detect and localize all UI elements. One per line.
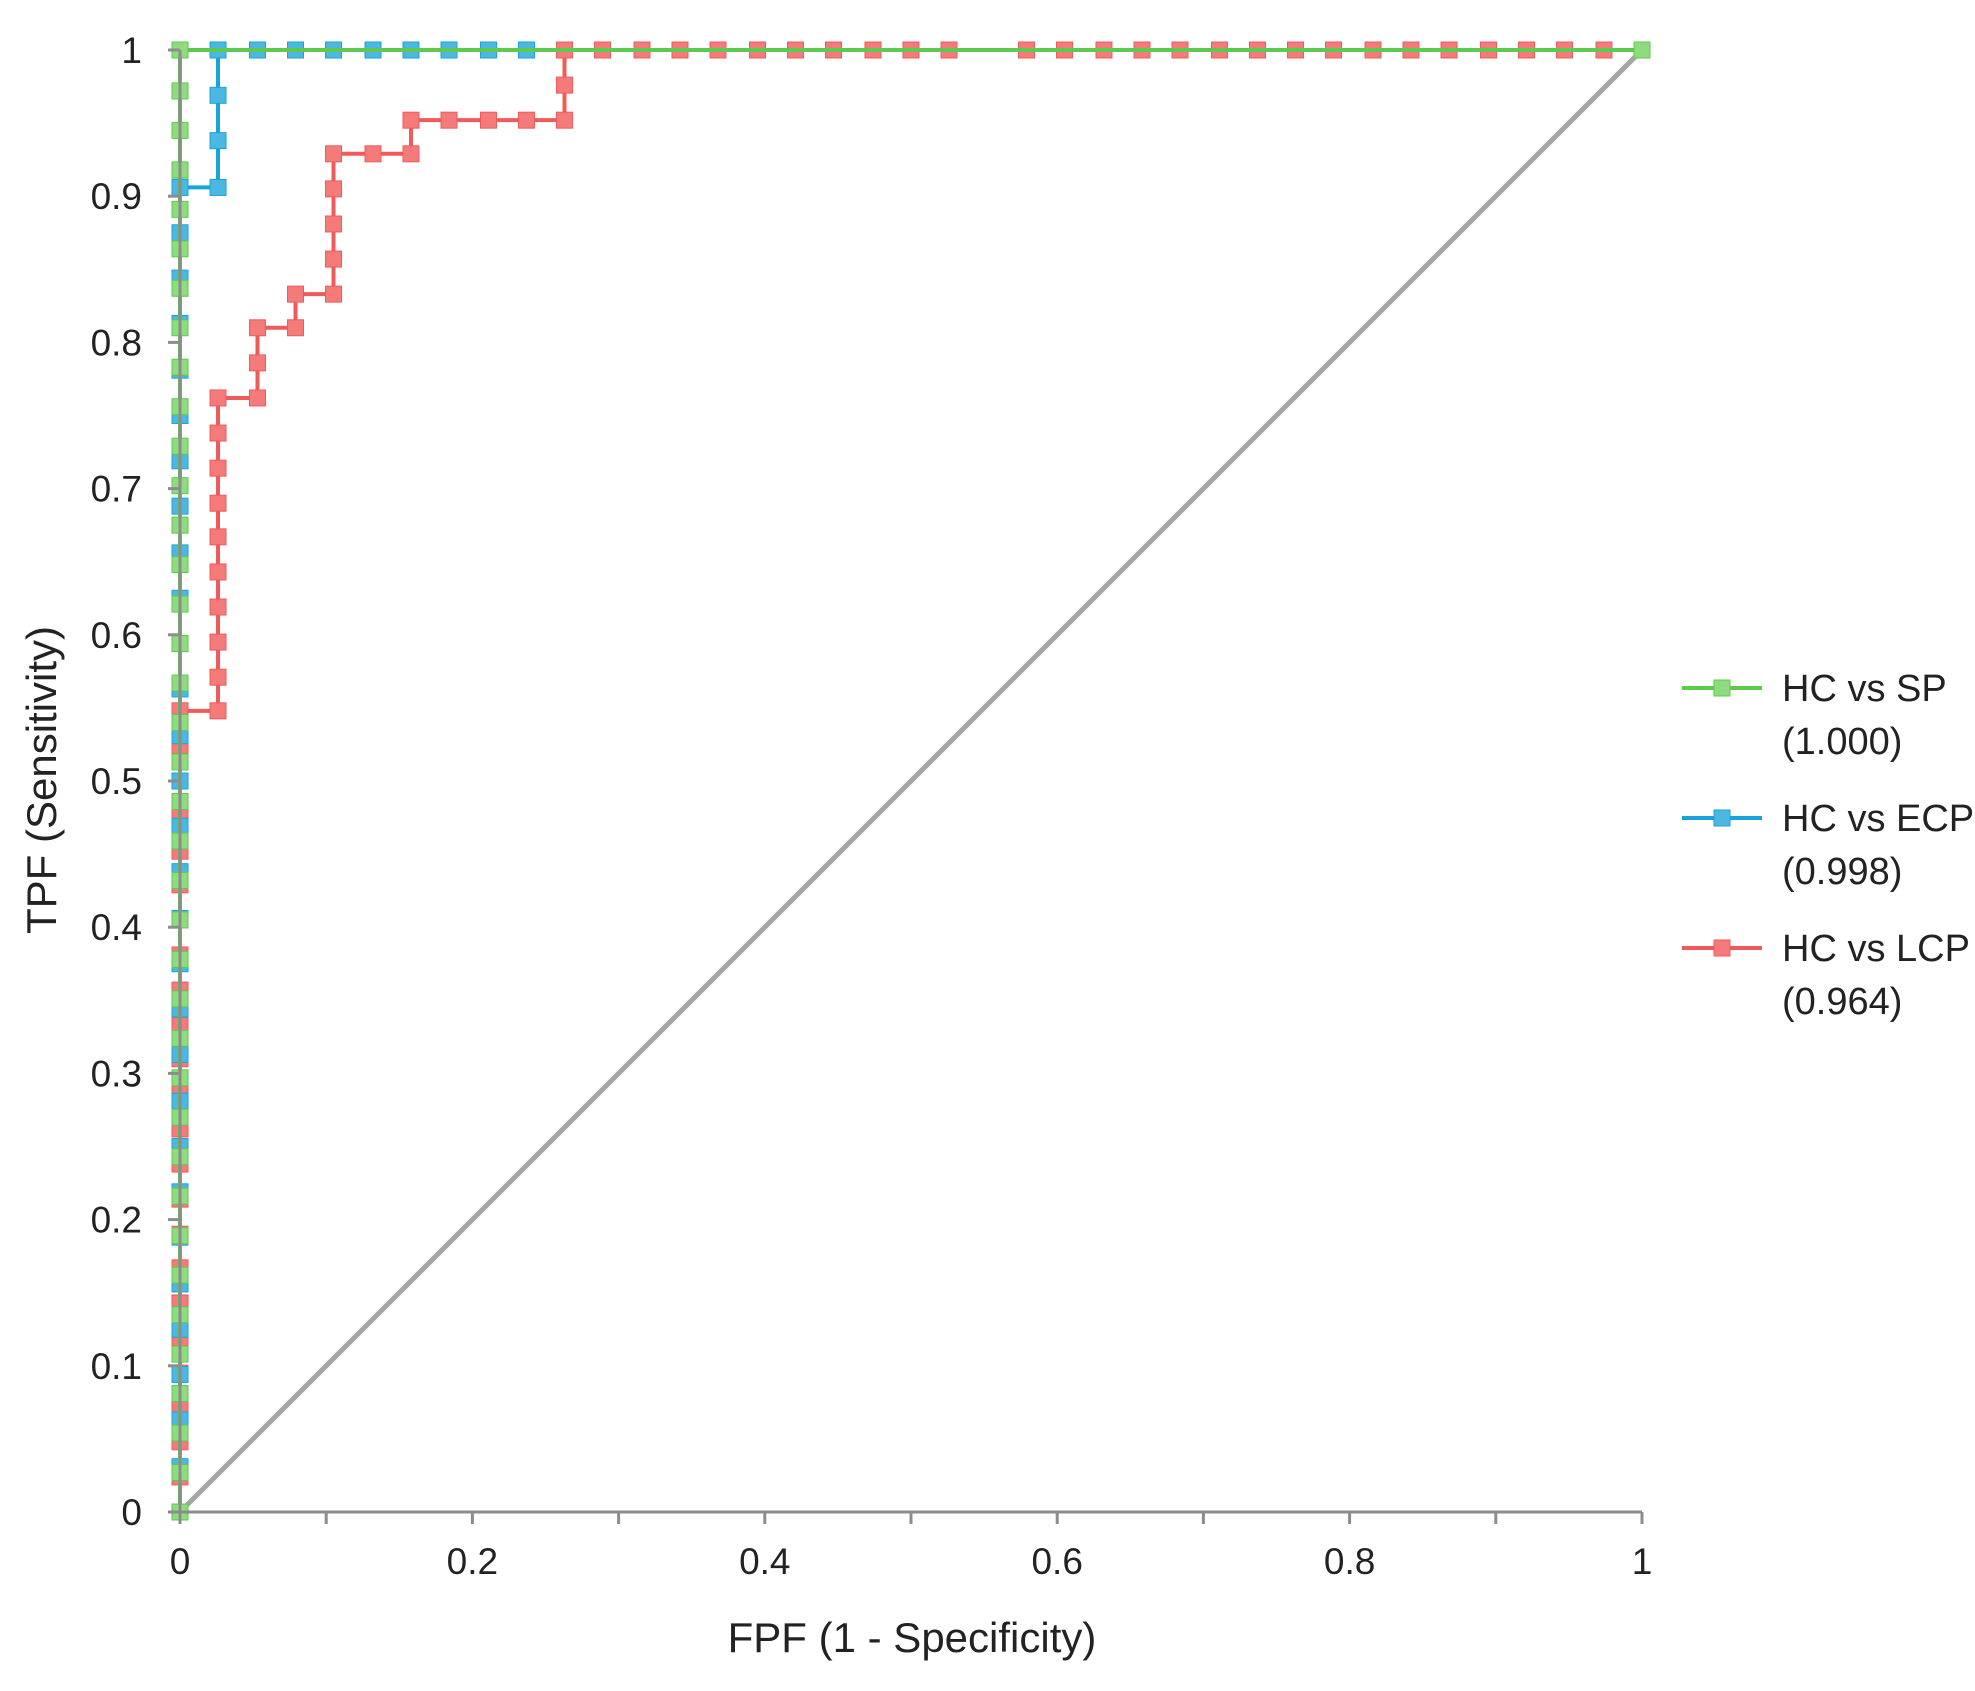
data-point — [209, 668, 227, 686]
data-point — [209, 528, 227, 546]
data-point — [209, 459, 227, 477]
x-axis-title: FPF (1 - Specificity) — [728, 1614, 1097, 1661]
x-tick-label: 0.4 — [739, 1541, 790, 1582]
data-point — [209, 494, 227, 512]
data-point — [402, 111, 420, 129]
data-point — [556, 76, 574, 94]
legend-label: HC vs LCP — [1782, 928, 1970, 970]
x-tick-label: 0.6 — [1031, 1541, 1082, 1582]
data-point — [209, 86, 227, 104]
legend-auc: (0.998) — [1782, 851, 1902, 893]
data-point — [209, 132, 227, 150]
legend-auc: (1.000) — [1782, 721, 1902, 763]
legend: HC vs SP (1.000) HC vs ECP (0.998) HC vs LCP… — [1682, 668, 1974, 1023]
data-point — [325, 250, 343, 268]
x-tick-label: 0.2 — [447, 1541, 498, 1582]
data-point — [556, 111, 574, 129]
data-point — [209, 702, 227, 720]
data-point — [325, 145, 343, 163]
data-point — [364, 145, 382, 163]
data-point — [209, 424, 227, 442]
data-point — [286, 319, 304, 337]
data-point — [286, 285, 304, 303]
data-point — [479, 111, 497, 129]
y-tick-label: 0.2 — [91, 1200, 142, 1241]
legend-item-1: HC vs SP (1.000) — [1682, 668, 1947, 763]
legend-item-3: HC vs LCP (0.964) — [1682, 928, 1970, 1023]
axes: 0 0.1 0.2 0.3 0.4 0.5 0.6 0.7 0.8 0.9 1 0 0.2 0.4 0.6 0… — [91, 30, 1653, 1582]
y-axis-title: TPF (Sensitivity) — [18, 626, 65, 934]
data-point — [517, 111, 535, 129]
y-tick-label: 0.8 — [91, 322, 142, 363]
series-3 — [171, 41, 1651, 1521]
y-tick-label: 0.3 — [91, 1053, 142, 1094]
legend-marker — [1713, 679, 1731, 697]
x-tick-label: 0 — [170, 1541, 191, 1582]
legend-auc: (0.964) — [1782, 981, 1902, 1023]
data-point — [209, 598, 227, 616]
legend-marker — [1713, 809, 1731, 827]
data-point — [1633, 41, 1651, 59]
y-tick-label: 0 — [121, 1492, 142, 1533]
data-point — [440, 111, 458, 129]
reference-diagonal-line — [178, 48, 1644, 1514]
legend-label: HC vs SP — [1782, 668, 1947, 710]
y-tick-label: 0.1 — [91, 1346, 142, 1387]
legend-marker — [1713, 939, 1731, 957]
data-point — [248, 389, 266, 407]
x-tick-label: 0.8 — [1324, 1541, 1375, 1582]
plot-area — [171, 41, 1651, 1521]
y-tick-label: 0.7 — [91, 469, 142, 510]
data-point — [325, 215, 343, 233]
data-point — [248, 354, 266, 372]
data-point — [209, 389, 227, 407]
data-point — [402, 145, 420, 163]
y-tick-label: 1 — [121, 30, 142, 71]
x-tick-label: 1 — [1632, 1541, 1653, 1582]
legend-label: HC vs ECP — [1782, 798, 1974, 840]
data-point — [325, 180, 343, 198]
data-point — [209, 178, 227, 196]
data-point — [209, 633, 227, 651]
legend-item-2: HC vs ECP (0.998) — [1682, 798, 1974, 893]
y-tick-label: 0.6 — [91, 615, 142, 656]
y-tick-label: 0.9 — [91, 176, 142, 217]
y-tick-label: 0.4 — [91, 907, 142, 948]
data-point — [325, 285, 343, 303]
data-point — [248, 319, 266, 337]
data-point — [209, 563, 227, 581]
y-tick-label: 0.5 — [91, 761, 142, 802]
